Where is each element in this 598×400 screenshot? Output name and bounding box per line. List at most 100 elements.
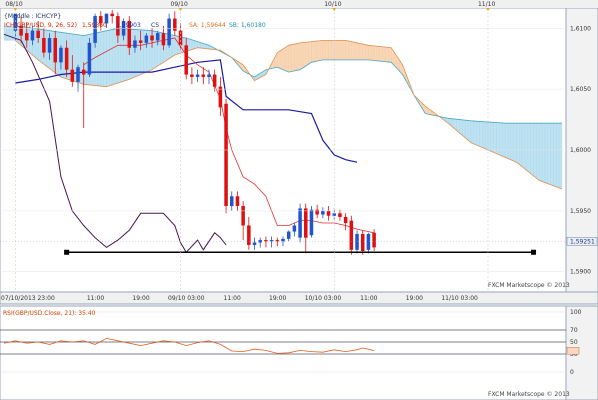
cloud-segment (388, 47, 392, 63)
candle-body (116, 16, 120, 36)
watermark-rsi: FXCM Marketscope © 2013 (488, 391, 570, 398)
candle-body (292, 225, 297, 232)
candle (252, 237, 257, 250)
cloud-segment (527, 123, 531, 174)
candle-body (241, 206, 245, 226)
cloud-segment (385, 46, 389, 63)
price-tick-label: 1,5900 (570, 269, 591, 276)
bottom-time-label: 19:00 (132, 295, 149, 302)
cloud-segment (368, 45, 372, 61)
candle-body (321, 210, 325, 215)
bottom-time-label: 11/10 03:00 (441, 295, 478, 302)
cloud-segment (470, 120, 474, 145)
ichimoku-legend-cs: CS (151, 22, 159, 29)
cloud-segment (467, 120, 472, 144)
rsi-tick-label: 30 (570, 351, 578, 358)
cloud-segment (331, 40, 335, 61)
cloud-segment (97, 31, 101, 87)
cloud-segment (80, 34, 84, 85)
cloud-segment (376, 46, 380, 62)
candle-body (150, 35, 154, 41)
cloud-segment (106, 29, 110, 87)
candle (224, 98, 228, 214)
rsi-tick-label: 100 (570, 309, 582, 316)
candle-body (338, 213, 342, 217)
candle-body (275, 240, 280, 242)
cloud-segment (504, 123, 509, 159)
cloud-segment (112, 28, 116, 86)
candle (235, 191, 240, 211)
cloud-segment (123, 28, 127, 82)
indicator-name: {Moddle : ICHCYP} (4, 13, 61, 20)
cloud-segment (465, 120, 469, 141)
cloud-segment (345, 40, 349, 61)
candle-body (286, 231, 291, 239)
cloud-segment (328, 40, 332, 61)
cloud-segment (342, 40, 346, 61)
cloud-segment (541, 123, 546, 183)
ichimoku-legend-sa: SA: 1,59644 (189, 22, 226, 29)
candle-body (235, 196, 240, 206)
day-marker-icon (332, 8, 337, 11)
cloud-segment (513, 123, 517, 163)
candle (110, 10, 114, 24)
candle (190, 67, 194, 85)
candle (343, 213, 348, 231)
candle (195, 69, 200, 82)
cloud-segment (120, 28, 124, 83)
cloud-segment (533, 123, 537, 179)
candle-body (201, 74, 206, 77)
top-time-label: 09/10 (171, 1, 188, 8)
candle-body (25, 33, 29, 41)
cloud-segment (140, 29, 144, 75)
candle-body (110, 13, 114, 17)
cloud-segment (280, 48, 284, 70)
candle-body (366, 234, 371, 250)
candle (258, 237, 262, 248)
cloud-segment (109, 29, 113, 86)
cloud-segment (524, 123, 528, 172)
candle (360, 230, 365, 255)
candle (173, 11, 177, 36)
cloud-segment (282, 46, 286, 72)
cloud-segment (308, 41, 312, 65)
price-tick-label: 1,5950 (570, 208, 591, 215)
support-line-handle-right (531, 249, 537, 255)
candle-body (195, 74, 200, 77)
day-marker-icon (13, 8, 18, 11)
cloud-segment (473, 120, 477, 146)
candle-body (224, 103, 228, 206)
cloud-segment (131, 29, 136, 79)
candle (355, 230, 359, 254)
bottom-time-label: 11:00 (360, 295, 377, 302)
cloud-segment (348, 40, 352, 61)
cloud-segment (516, 123, 520, 165)
candle-body (36, 30, 40, 38)
cloud-segment (539, 123, 543, 182)
bottom-time-label: 10/10 03:00 (305, 295, 342, 302)
candle (133, 35, 137, 53)
bottom-time-label: 19:00 (269, 295, 286, 302)
candle (76, 64, 80, 92)
ichimoku-legend-sb: SB: 1,60180 (229, 22, 266, 29)
candle-body (298, 208, 302, 238)
cloud-segment (544, 123, 548, 184)
candle-body (87, 42, 92, 75)
cloud-segment (379, 46, 383, 62)
candle-body (64, 47, 69, 70)
candle (93, 13, 97, 48)
candle-body (212, 74, 217, 87)
cloud-segment (510, 123, 514, 162)
cloud-segment (490, 122, 494, 153)
candle (25, 22, 29, 48)
cloud-segment (382, 46, 386, 62)
cloud-segment (487, 121, 491, 152)
candle (201, 67, 206, 85)
candle-body (13, 13, 18, 31)
cloud-segment (317, 40, 321, 62)
candle (247, 216, 251, 250)
top-time-label: 10/10 (324, 1, 341, 8)
candle (155, 30, 160, 46)
price-tick-label: 1,6000 (570, 147, 591, 154)
